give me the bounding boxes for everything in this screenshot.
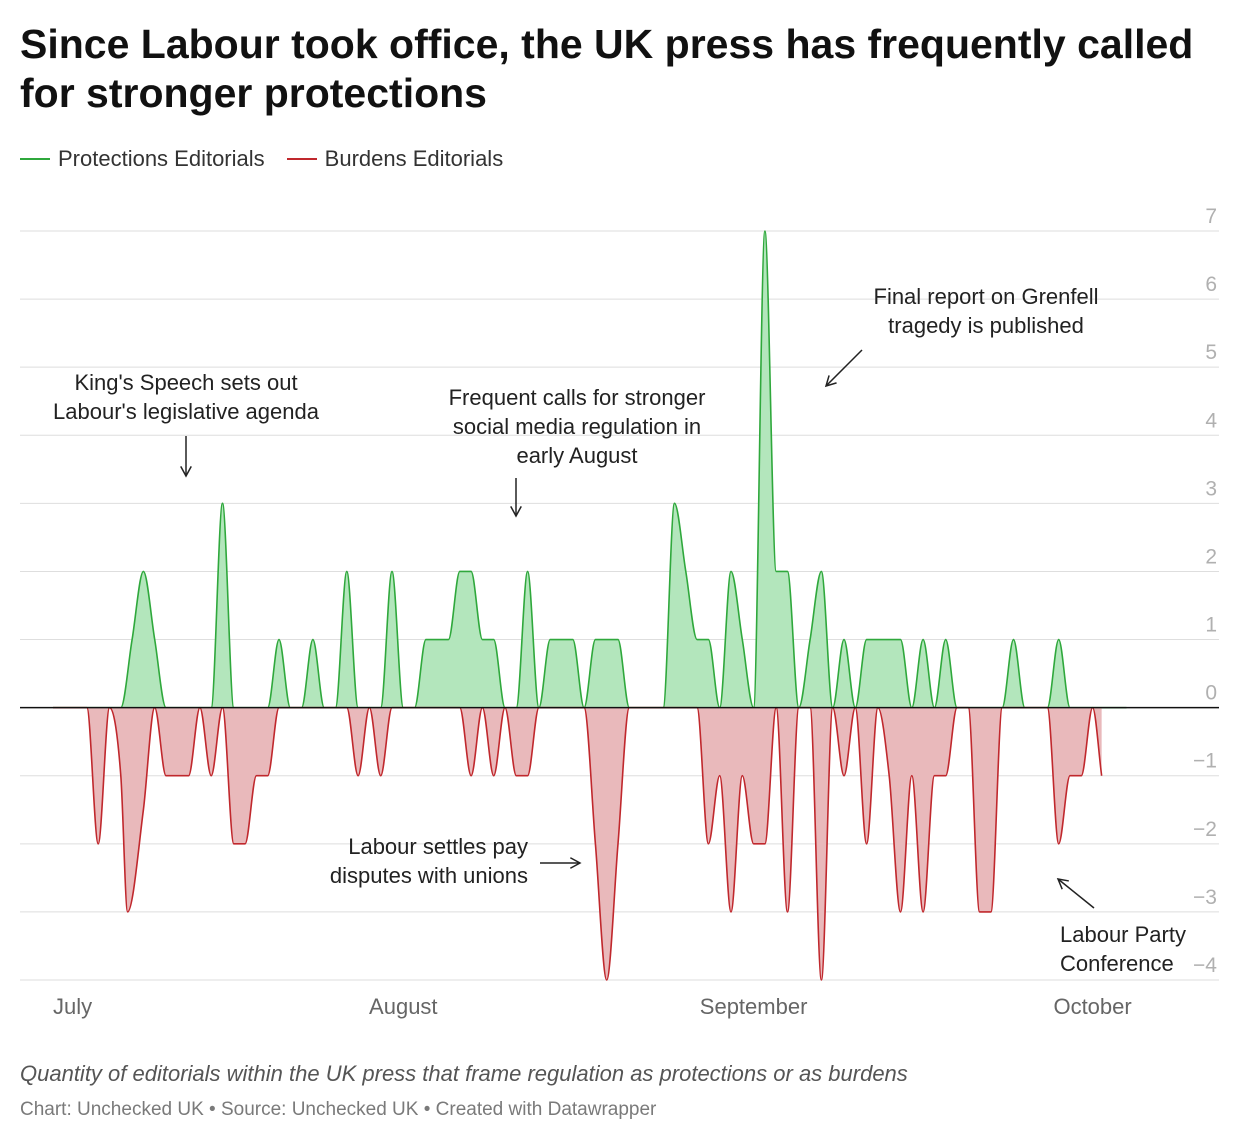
x-tick-label: July <box>53 994 92 1019</box>
legend-item-protections: Protections Editorials <box>20 146 265 172</box>
x-tick-label: August <box>369 994 438 1019</box>
legend: Protections Editorials Burdens Editorial… <box>20 146 525 172</box>
x-tick-label: September <box>700 994 808 1019</box>
chart-credit: Chart: Unchecked UK • Source: Unchecked … <box>20 1099 657 1120</box>
y-tick-label: −2 <box>1193 818 1217 841</box>
annotation-arrow <box>1057 878 1095 909</box>
y-tick-label: 0 <box>1205 682 1217 705</box>
annotation-arrowhead <box>1056 878 1069 890</box>
annotation-text: Final report on Grenfell <box>874 284 1099 309</box>
annotation-arrowhead <box>824 375 837 388</box>
y-tick-label: 4 <box>1205 409 1217 432</box>
y-tick-label: 1 <box>1205 614 1217 637</box>
chart-title: Since Labour took office, the UK press h… <box>20 21 1194 116</box>
annotation-arrowhead <box>569 857 582 869</box>
legend-label-protections: Protections Editorials <box>58 146 265 171</box>
series-line-protections <box>53 230 1127 709</box>
y-tick-label: 6 <box>1205 273 1217 296</box>
chart-note: Quantity of editorials within the UK pre… <box>20 1061 908 1086</box>
annotation-text: early August <box>516 443 637 468</box>
annotation-text: Labour's legislative agenda <box>53 399 320 424</box>
y-tick-label: −1 <box>1193 750 1217 773</box>
y-tick-label: 5 <box>1205 341 1217 364</box>
annotation-text: disputes with unions <box>330 863 528 888</box>
legend-swatch-protections <box>20 158 50 160</box>
annotation-text: Labour Party <box>1060 922 1186 947</box>
x-tick-label: October <box>1053 994 1131 1019</box>
series-area-burdens <box>53 707 1102 980</box>
y-tick-label: 7 <box>1205 205 1217 228</box>
annotation-text: Labour settles pay <box>348 834 528 859</box>
annotation-text: tragedy is published <box>888 313 1084 338</box>
annotation-text: King's Speech sets out <box>74 370 297 395</box>
annotation-arrowhead <box>510 505 522 518</box>
annotation-text: Frequent calls for stronger <box>449 385 706 410</box>
y-tick-label: 2 <box>1205 545 1217 568</box>
y-tick-label: −3 <box>1193 886 1217 909</box>
annotation-arrow <box>825 349 863 387</box>
chart-area: 7 6 5 4 3 2 1 0 −1 −2 −3 −4 July August September Octob… <box>20 205 1219 1019</box>
annotation-text: Conference <box>1060 951 1174 976</box>
legend-swatch-burdens <box>286 158 317 160</box>
legend-label-burdens: Burdens Editorials <box>324 146 504 171</box>
y-tick-label: −4 <box>1193 954 1217 977</box>
y-tick-label: 3 <box>1205 477 1217 500</box>
legend-item-burdens: Burdens Editorials <box>286 146 504 172</box>
annotation-arrowhead <box>180 465 192 478</box>
annotation-text: social media regulation in <box>453 414 701 439</box>
